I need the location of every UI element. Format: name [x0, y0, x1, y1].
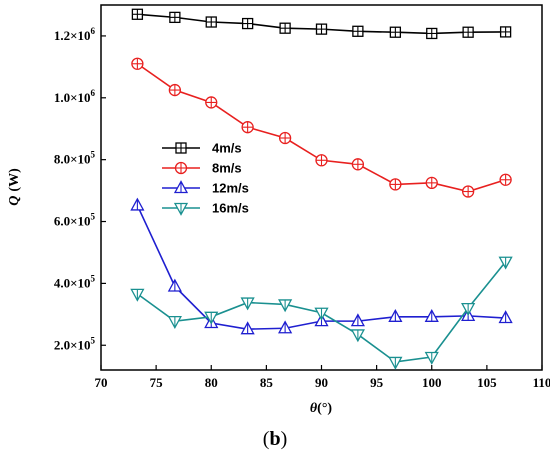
- data-point: [314, 307, 329, 321]
- x-tick-label: 85: [260, 375, 274, 390]
- legend-marker: [173, 180, 189, 194]
- y-tick-mantissa: 2.0×10: [54, 337, 91, 352]
- y-tick-mantissa: 4.0×10: [54, 275, 91, 290]
- data-point: [426, 27, 438, 40]
- series-1: [131, 57, 512, 198]
- series-line: [136, 63, 506, 193]
- data-point: [350, 313, 365, 327]
- x-tick-label: 100: [422, 375, 442, 390]
- legend-entry: 8m/s: [162, 161, 242, 176]
- x-tick-label: 110: [533, 375, 550, 390]
- panel-label: (b): [262, 428, 288, 450]
- data-point: [240, 297, 255, 311]
- data-point: [389, 26, 402, 38]
- legend-label: 12m/s: [212, 181, 249, 196]
- y-tick-mantissa: 8.0×10: [54, 152, 91, 167]
- y-axis-unit: (W): [7, 168, 22, 192]
- y-axis-symbol: Q: [7, 196, 22, 206]
- data-point: [167, 315, 182, 329]
- legend-label: 8m/s: [212, 161, 242, 176]
- data-point: [169, 11, 181, 24]
- data-point: [388, 356, 403, 370]
- data-point: [240, 321, 255, 335]
- y-tick-mantissa: 1.2×10: [54, 28, 91, 43]
- y-tick-mantissa: 1.0×10: [54, 90, 91, 105]
- data-point: [279, 22, 291, 34]
- data-point: [461, 185, 475, 198]
- data-point: [424, 308, 439, 322]
- legend-label: 4m/s: [212, 141, 242, 156]
- data-point: [278, 299, 293, 313]
- y-tick-exponent: 6: [91, 88, 96, 98]
- data-point: [461, 302, 476, 316]
- y-axis-title: Q (W): [7, 168, 22, 206]
- y-tick-label: 1.2×106: [54, 26, 96, 43]
- data-point: [130, 197, 145, 211]
- y-tick-exponent: 5: [91, 273, 96, 283]
- data-point: [278, 131, 292, 145]
- x-axis-unit: (°): [317, 401, 332, 416]
- x-axis-title: θ(°): [310, 401, 333, 416]
- series-0: [131, 8, 512, 40]
- x-tick-label: 90: [315, 375, 328, 390]
- y-tick-exponent: 6: [91, 26, 96, 36]
- y-tick-exponent: 5: [91, 212, 96, 222]
- data-point: [499, 26, 512, 38]
- legend-marker: [173, 202, 189, 216]
- data-point: [131, 8, 144, 20]
- y-tick-exponent: 5: [91, 150, 96, 160]
- data-point: [424, 351, 439, 365]
- data-point: [350, 329, 365, 343]
- data-point: [498, 310, 513, 324]
- data-point: [241, 17, 254, 30]
- chart: 70 75 80 85 90 95 100 105 1102.0×1054.0×1056.0×1…: [7, 4, 550, 416]
- y-tick-mantissa: 6.0×10: [54, 214, 91, 229]
- data-point: [498, 256, 513, 270]
- x-axis-symbol: θ: [310, 401, 318, 416]
- data-point: [462, 26, 474, 38]
- x-tick-label: 105: [477, 375, 497, 390]
- legend-entry: 4m/s: [162, 141, 242, 156]
- legend-marker: [174, 161, 188, 175]
- data-point: [351, 158, 365, 171]
- data-point: [499, 173, 512, 186]
- x-tick-label: 75: [150, 375, 164, 390]
- y-tick-label: 2.0×105: [54, 335, 96, 352]
- data-point: [389, 178, 402, 191]
- y-tick-label: 4.0×105: [54, 273, 96, 290]
- data-point: [205, 96, 218, 109]
- y-tick-label: 8.0×105: [54, 150, 96, 167]
- y-tick-label: 6.0×105: [54, 212, 96, 229]
- data-point: [388, 308, 403, 322]
- data-point: [205, 16, 217, 28]
- data-point: [204, 311, 219, 325]
- data-point: [315, 23, 328, 35]
- data-point: [352, 25, 364, 37]
- legend-label: 16m/s: [212, 201, 249, 216]
- data-point: [167, 278, 182, 292]
- panel-label-letter: b: [269, 428, 281, 450]
- data-point: [168, 83, 182, 97]
- data-point: [315, 154, 328, 167]
- y-tick-exponent: 5: [91, 335, 96, 345]
- data-point: [425, 176, 438, 190]
- x-tick-label: 95: [370, 375, 384, 390]
- data-point: [130, 288, 145, 302]
- data-point: [241, 121, 254, 134]
- legend-entry: 12m/s: [162, 180, 249, 196]
- data-point: [131, 57, 144, 70]
- x-tick-label: 80: [205, 375, 218, 390]
- series-3: [130, 256, 513, 370]
- x-tick-label: 70: [95, 375, 108, 390]
- legend-entry: 16m/s: [162, 201, 249, 216]
- y-tick-label: 1.0×106: [54, 88, 96, 105]
- legend-marker: [175, 142, 187, 154]
- data-point: [278, 320, 293, 334]
